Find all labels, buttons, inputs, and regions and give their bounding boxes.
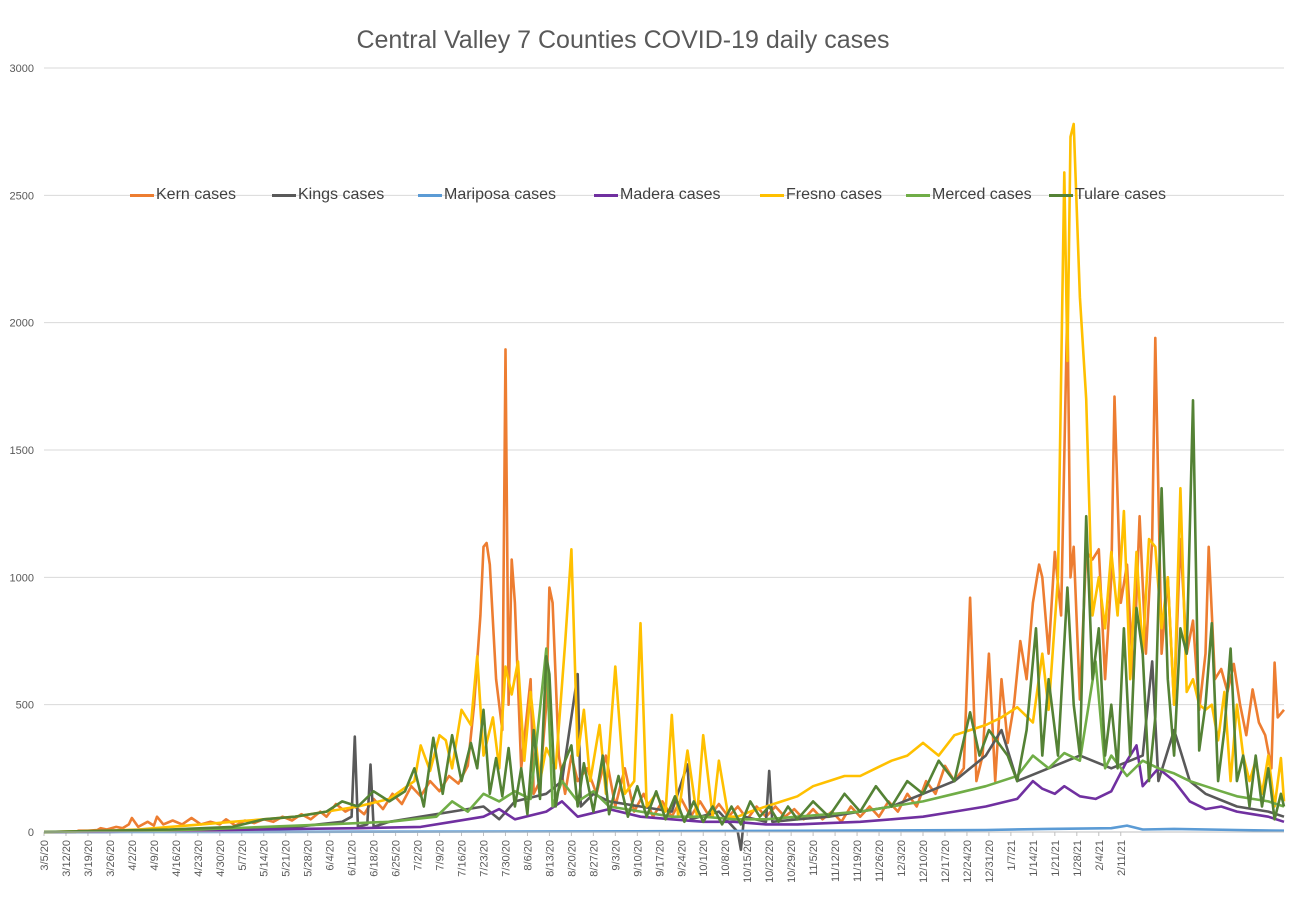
x-tick-label: 8/20/20 — [566, 840, 578, 877]
x-tick-label: 3/26/20 — [105, 840, 117, 877]
x-tick-label: 9/17/20 — [654, 840, 666, 877]
legend-item: Tulare cases — [1049, 186, 1199, 204]
x-tick-label: 3/19/20 — [83, 840, 95, 877]
x-tick-label: 4/16/20 — [171, 840, 183, 877]
x-tick-label: 10/22/20 — [764, 840, 776, 883]
x-tick-label: 11/12/20 — [830, 840, 842, 882]
x-tick-label: 1/21/21 — [1050, 840, 1062, 877]
legend-label: Madera cases — [620, 186, 721, 203]
x-tick-label: 7/2/20 — [413, 840, 425, 871]
legend-label: Fresno cases — [786, 186, 883, 203]
series-line-tulare-cases — [43, 398, 1286, 834]
x-tick-label: 5/7/20 — [237, 840, 249, 871]
y-axis-tick-labels: 0 500 1000 1500 2000 2500 3000 — [10, 63, 34, 839]
legend-swatch — [130, 193, 154, 197]
chart-title: Central Valley 7 Counties COVID-19 daily… — [356, 26, 890, 54]
y-tick-label: 500 — [16, 700, 34, 712]
x-tick-label: 5/14/20 — [259, 840, 271, 877]
x-tick-label: 3/5/20 — [39, 840, 51, 871]
x-tick-label: 1/28/21 — [1072, 840, 1084, 877]
legend-swatch — [906, 193, 930, 197]
legend-swatch — [594, 193, 618, 197]
x-tick-label: 7/30/20 — [500, 840, 512, 877]
legend-item: Merced cases — [906, 186, 1049, 204]
x-axis-tick-labels: 3/5/20 3/12/20 3/19/20 3/26/20 4/2/20 4/9/20 4… — [39, 832, 1128, 883]
legend-item: Kern cases — [130, 186, 272, 204]
x-tick-label: 7/23/20 — [478, 840, 490, 877]
y-tick-label: 2000 — [10, 318, 34, 330]
x-tick-label: 11/26/20 — [874, 840, 886, 882]
x-tick-label: 8/27/20 — [588, 840, 600, 877]
x-tick-label: 4/2/20 — [127, 840, 139, 871]
x-tick-label: 10/8/20 — [720, 840, 732, 877]
y-tick-label: 0 — [28, 827, 34, 839]
series-lines — [43, 122, 1286, 852]
x-tick-label: 1/14/21 — [1028, 840, 1040, 877]
x-tick-label: 12/17/20 — [940, 840, 952, 883]
legend-label: Tulare cases — [1075, 186, 1166, 203]
x-tick-label: 6/25/20 — [391, 840, 403, 877]
y-tick-label: 1500 — [10, 445, 34, 457]
series-line-madera-cases — [43, 744, 1285, 834]
x-tick-label: 4/23/20 — [193, 840, 205, 877]
x-tick-label: 10/1/20 — [698, 840, 710, 877]
x-tick-label: 10/29/20 — [786, 840, 798, 883]
x-tick-label: 9/3/20 — [610, 840, 622, 871]
legend-swatch — [1049, 193, 1073, 197]
x-tick-label: 8/6/20 — [522, 840, 534, 871]
x-tick-label: 12/31/20 — [984, 840, 996, 883]
legend-swatch — [760, 193, 784, 197]
y-tick-label: 3000 — [10, 63, 34, 75]
x-tick-label: 9/10/20 — [632, 840, 644, 877]
x-tick-label: 7/9/20 — [435, 840, 447, 871]
legend-label: Mariposa cases — [444, 186, 557, 203]
x-tick-label: 5/21/20 — [281, 840, 293, 877]
legend-item: Mariposa cases — [418, 186, 594, 204]
x-tick-label: 8/13/20 — [544, 840, 556, 877]
x-tick-label: 3/12/20 — [61, 840, 73, 877]
x-tick-label: 12/24/20 — [962, 840, 974, 883]
legend-label: Kings cases — [298, 186, 385, 203]
series-line-fresno-cases — [43, 122, 1286, 834]
x-tick-label: 12/10/20 — [918, 840, 930, 883]
x-tick-label: 11/5/20 — [808, 840, 820, 876]
legend-swatch — [272, 193, 296, 197]
legend-item: Madera cases — [594, 186, 760, 204]
x-tick-label: 2/11/21 — [1116, 840, 1128, 876]
x-tick-label: 7/16/20 — [457, 840, 469, 877]
x-tick-label: 4/9/20 — [149, 840, 161, 871]
x-tick-label: 5/28/20 — [303, 840, 315, 877]
x-tick-label: 4/30/20 — [215, 840, 227, 877]
x-tick-label: 6/4/20 — [325, 840, 337, 871]
legend-item: Kings cases — [272, 186, 418, 204]
x-tick-label: 12/3/20 — [896, 840, 908, 877]
x-tick-label: 11/19/20 — [852, 840, 864, 882]
x-tick-label: 6/11/20 — [347, 840, 359, 876]
legend-label: Kern cases — [156, 186, 237, 203]
legend-swatch — [418, 193, 442, 197]
x-tick-label: 6/18/20 — [369, 840, 381, 877]
gridlines — [44, 67, 1284, 833]
y-tick-label: 2500 — [10, 190, 34, 202]
legend-item: Fresno cases — [760, 186, 906, 204]
x-tick-label: 9/24/20 — [676, 840, 688, 877]
series-line-merced-cases — [43, 647, 1285, 834]
y-tick-label: 1000 — [10, 572, 34, 584]
legend-label: Merced cases — [932, 186, 1032, 203]
x-tick-label: 2/4/21 — [1094, 840, 1106, 871]
series-line-kern-cases — [44, 300, 1286, 834]
legend: Kern cases Kings cases Mariposa cases Mader… — [130, 186, 1230, 204]
x-tick-label: 10/15/20 — [742, 840, 754, 883]
x-tick-label: 1/7/21 — [1006, 840, 1018, 871]
